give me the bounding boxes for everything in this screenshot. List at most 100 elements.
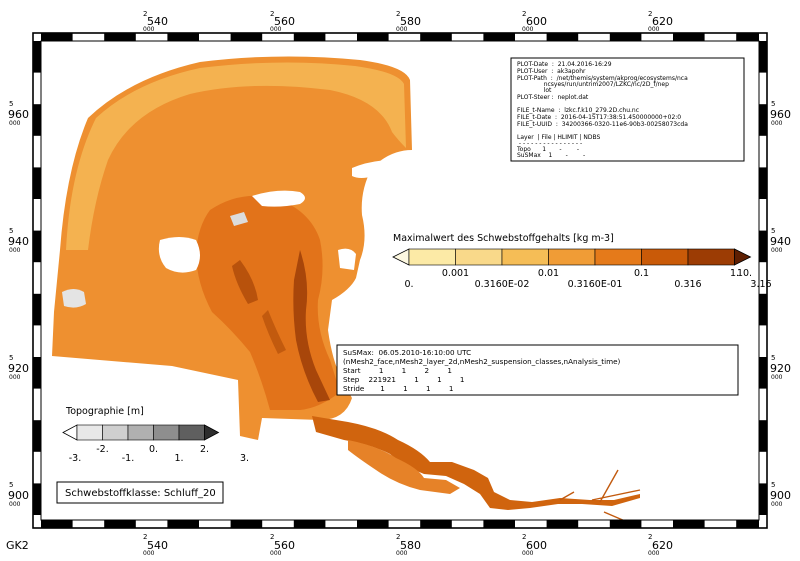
- y-tick-suffix: 000: [771, 374, 783, 381]
- legend-value-label: 1.: [174, 453, 183, 464]
- y-tick-left: 5 960 000: [8, 100, 29, 127]
- colorbar-swatch: [76, 424, 103, 441]
- y-tick-prefix: 5: [771, 227, 775, 235]
- info-line: PLOT-User : ak3apohr: [517, 68, 586, 75]
- time-info-box: SuSMax: 06.05.2010-16:10:00 UTC (nMesh2_…: [336, 344, 739, 396]
- x-tick-prefix: 2: [522, 533, 526, 541]
- y-tick-value: 960: [770, 108, 791, 121]
- colorbar-swatch: [548, 248, 596, 266]
- legend-value-label: 3.: [240, 453, 249, 464]
- frame-segment: [759, 293, 767, 326]
- y-tick-prefix: 5: [9, 481, 13, 489]
- y-tick-value: 900: [770, 489, 791, 502]
- legend-value-label: -2.: [96, 444, 109, 455]
- x-tick-prefix: 2: [648, 533, 652, 541]
- x-tick-prefix: 2: [522, 10, 526, 18]
- legend-value-label: 0.1: [634, 268, 649, 279]
- x-tick-prefix: 2: [396, 533, 400, 541]
- x-tick-suffix: 000: [648, 550, 660, 557]
- legend-value-label: 0.01: [538, 268, 559, 279]
- x-tick-bottom: 2 580 000: [396, 533, 421, 557]
- map-area: [52, 56, 641, 525]
- colorbar-arrow-low: [392, 248, 410, 266]
- x-tick-value: 580: [400, 15, 421, 28]
- frame-segment: [33, 41, 41, 73]
- topography-labels-top: -2. 0. 2.: [96, 444, 209, 455]
- x-tick-value: 600: [526, 539, 547, 552]
- frame-segment: [33, 293, 41, 326]
- colorbar-arrow-high: [734, 248, 752, 266]
- frame-segment: [357, 520, 389, 528]
- x-tick-prefix: 2: [143, 533, 147, 541]
- frame-segment: [293, 33, 326, 41]
- frame-segment: [483, 520, 515, 528]
- colorbar-swatch: [127, 424, 154, 441]
- info-line: ncsyes/run/untrim2007/LZKC/nc/2D_f/nep: [517, 81, 669, 88]
- frame-segment: [736, 520, 759, 528]
- frame-segment: [41, 33, 73, 41]
- y-tick-right: 5 920 000: [770, 354, 791, 381]
- time-info-text: SuSMax: 06.05.2010-16:10:00 UTC (nMesh2_…: [343, 348, 621, 393]
- info-line: Layer | File | HLIMIT | NDBS: [517, 134, 601, 141]
- y-tick-value: 940: [770, 235, 791, 248]
- legend-value-label: 0.001: [442, 268, 469, 279]
- info-line: Topo 1 - -: [516, 146, 579, 153]
- tidal-channel-2: [232, 260, 258, 304]
- x-tick-suffix: 000: [396, 26, 408, 33]
- time-info-border: [336, 344, 739, 396]
- frame-segment: [609, 520, 642, 528]
- suspended-labels-bottom: 0. 0.3160E-02 0.3160E-01 0.316 3.16: [404, 279, 771, 290]
- info-line: SuSMax 1 - -: [517, 152, 585, 159]
- frame-segment: [420, 33, 452, 41]
- x-tick-value: 620: [652, 15, 673, 28]
- x-tick-suffix: 000: [143, 26, 155, 33]
- x-tick-value: 540: [147, 539, 168, 552]
- time-line: Step 221921 1 1 1: [343, 375, 465, 384]
- tidal-channel: [293, 250, 330, 402]
- frame-segment: [609, 33, 642, 41]
- y-tick-suffix: 000: [9, 501, 21, 508]
- y-tick-prefix: 5: [771, 100, 775, 108]
- colorbar-swatch: [687, 248, 735, 266]
- estuary: [312, 416, 640, 510]
- legend-value-label: -1.: [122, 453, 135, 464]
- y-tick-right: 5 960 000: [770, 100, 791, 127]
- x-tick-suffix: 000: [522, 550, 534, 557]
- colorbar-swatch: [501, 248, 549, 266]
- frame-outer: [32, 32, 768, 529]
- suspended-sediment-legend: Maximalwert des Schwebstoffgehalts [kg m…: [392, 233, 772, 290]
- x-tick-prefix: 2: [396, 10, 400, 18]
- x-tick-bottom: 2 620 000: [648, 533, 673, 557]
- coordinate-system-label: GK2: [6, 539, 29, 552]
- y-tick-right: 5 940 000: [770, 227, 791, 254]
- frame-segment: [33, 167, 41, 199]
- info-line: - - - - - - - - - - - - - - - -: [517, 140, 582, 147]
- info-line: FILE_t-UUID : 34200366-0320-11e6-90b3-00…: [517, 121, 688, 128]
- island: [352, 159, 416, 178]
- x-tick-bottom: 2 560 000: [270, 533, 295, 557]
- x-tick-suffix: 000: [270, 26, 282, 33]
- side-stream: [559, 469, 641, 525]
- y-tick-left: 5 900 000: [8, 481, 29, 508]
- info-line: lot: [517, 87, 552, 94]
- colorbar-swatch: [153, 424, 180, 441]
- colorbar-arrow-high: [204, 424, 220, 441]
- y-tick-value: 920: [8, 362, 29, 375]
- x-tick-top: 2 620 000: [648, 10, 673, 33]
- x-tick-value: 580: [400, 539, 421, 552]
- x-tick-bottom: 2 600 000: [522, 533, 547, 557]
- legend-value-label: -3.: [69, 453, 82, 464]
- suspended-labels-top: 0.001 0.01 0.1 1.10.: [442, 268, 752, 279]
- frame-segment: [759, 104, 767, 136]
- legend-value-label: 3.16: [750, 279, 771, 290]
- topography-legend: Topographie [m] -2. 0. 2. -3. -1. 1. 3.: [62, 406, 249, 464]
- frame-inner: [40, 40, 760, 521]
- x-tick-prefix: 2: [270, 533, 274, 541]
- frame-segment: [420, 520, 452, 528]
- frame-segment: [759, 167, 767, 199]
- info-line: FILE_t-Date : 2016-04-15T17:38:51.450000…: [517, 114, 681, 121]
- legend-value-label: 0.316: [674, 279, 701, 290]
- island: [338, 248, 356, 270]
- frame-segment: [33, 420, 41, 452]
- axis-labels: 2 540 000 2 560 000 2 580 000 2 600 000 …: [6, 10, 791, 557]
